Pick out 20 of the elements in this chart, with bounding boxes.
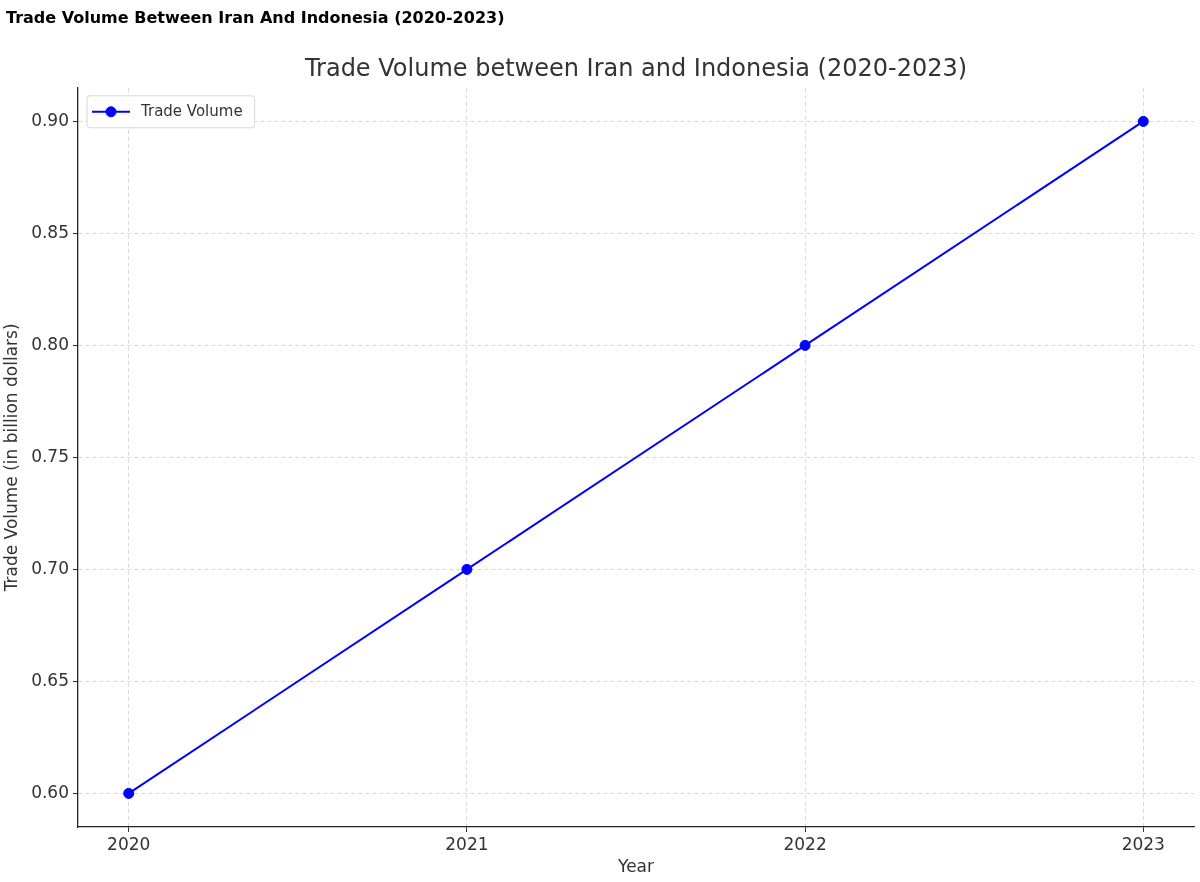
chart-subtitle: Trade Volume between Iran and Indonesia (2020-2023) <box>303 53 968 82</box>
legend-label: Trade Volume <box>140 101 243 120</box>
y-tick-label: 0.90 <box>31 109 69 130</box>
x-tick-label: 2022 <box>783 833 827 854</box>
y-tick-label: 0.65 <box>31 669 69 690</box>
x-axis-title: Year <box>617 856 654 877</box>
point <box>1137 115 1149 127</box>
y-axis-title: Trade Volume (in billion dollars) <box>0 323 21 593</box>
point <box>123 787 135 799</box>
y-tick-label: 0.85 <box>31 221 69 242</box>
x-tick-label: 2021 <box>445 833 489 854</box>
chart-title: Trade Volume Between Iran And Indonesia (2020-2023) <box>6 8 505 27</box>
point <box>799 339 811 351</box>
y-tick-label: 0.70 <box>31 557 69 578</box>
y-tick-label: 0.80 <box>31 333 69 354</box>
y-tick-label: 0.75 <box>31 445 69 466</box>
x-tick-label: 2023 <box>1121 833 1165 854</box>
x-tick-label: 2020 <box>107 833 151 854</box>
point <box>461 563 473 575</box>
y-tick-label: 0.60 <box>31 781 69 802</box>
